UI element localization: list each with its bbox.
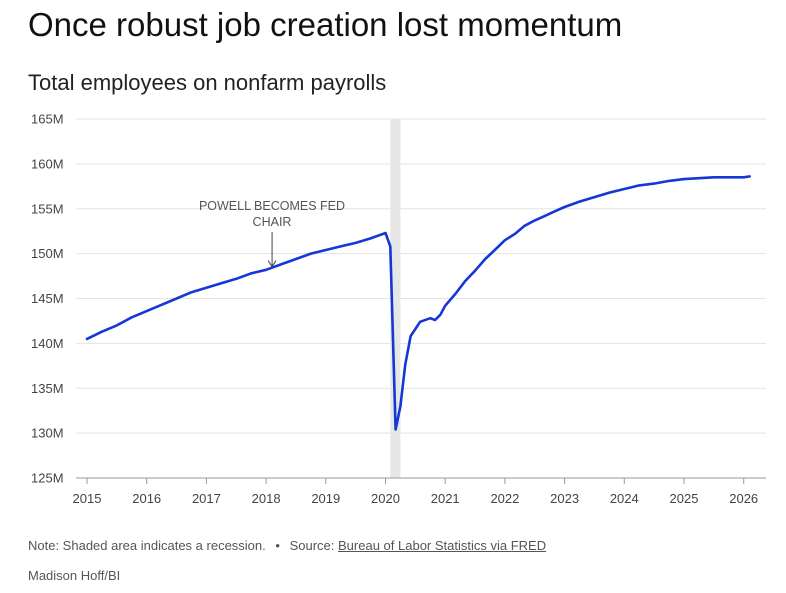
- x-tick-label: 2020: [371, 491, 400, 506]
- source-prefix: Source:: [289, 538, 335, 553]
- y-tick-label: 145M: [31, 291, 64, 306]
- x-tick-label: 2026: [729, 491, 758, 506]
- annotation-arrow-head: [267, 260, 277, 268]
- footer-note: Note: Shaded area indicates a recession.…: [28, 538, 546, 553]
- x-tick-label: 2023: [550, 491, 579, 506]
- annotation-line: POWELL BECOMES FED: [199, 199, 345, 213]
- byline: Madison Hoff/BI: [28, 568, 121, 583]
- y-tick-label: 155M: [31, 201, 64, 216]
- x-tick-label: 2019: [311, 491, 340, 506]
- chart-subtitle: Total employees on nonfarm payrolls: [28, 70, 387, 95]
- x-tick-label: 2015: [73, 491, 102, 506]
- x-tick-label: 2025: [670, 491, 699, 506]
- separator-dot: •: [275, 538, 280, 553]
- x-tick-label: 2018: [252, 491, 281, 506]
- y-tick-label: 140M: [31, 336, 64, 351]
- annotation-layer: POWELL BECOMES FED CHAIR: [199, 199, 345, 268]
- series-line: [85, 175, 751, 431]
- gridlines: [76, 118, 766, 434]
- x-tick-label: 2022: [490, 491, 519, 506]
- recession-note: Note: Shaded area indicates a recession.: [28, 538, 266, 553]
- x-tick-label: 2024: [610, 491, 639, 506]
- y-tick-label: 165M: [31, 112, 64, 127]
- x-tick-label: 2016: [132, 491, 161, 506]
- line-chart: 125M 130M 135M 140M 145M 150M 155M 160M 165M 2015…: [31, 112, 766, 506]
- recession-band-layer: [390, 119, 401, 478]
- y-tick-label: 160M: [31, 156, 64, 171]
- y-tick-label: 125M: [31, 471, 64, 486]
- annotation-text: POWELL BECOMES FED CHAIR: [199, 199, 345, 229]
- recession-band: [390, 119, 401, 478]
- axes: 125M 130M 135M 140M 145M 150M 155M 160M 165M 2015…: [31, 112, 766, 506]
- y-tick-label: 130M: [31, 426, 64, 441]
- y-tick-label: 135M: [31, 381, 64, 396]
- y-tick-label: 150M: [31, 246, 64, 261]
- annotation-line: CHAIR: [253, 215, 292, 229]
- chart-title: Once robust job creation lost momentum: [28, 6, 623, 43]
- source-link[interactable]: Bureau of Labor Statistics via FRED: [338, 538, 547, 553]
- series-layer: [85, 175, 751, 431]
- x-tick-label: 2017: [192, 491, 221, 506]
- x-tick-label: 2021: [431, 491, 460, 506]
